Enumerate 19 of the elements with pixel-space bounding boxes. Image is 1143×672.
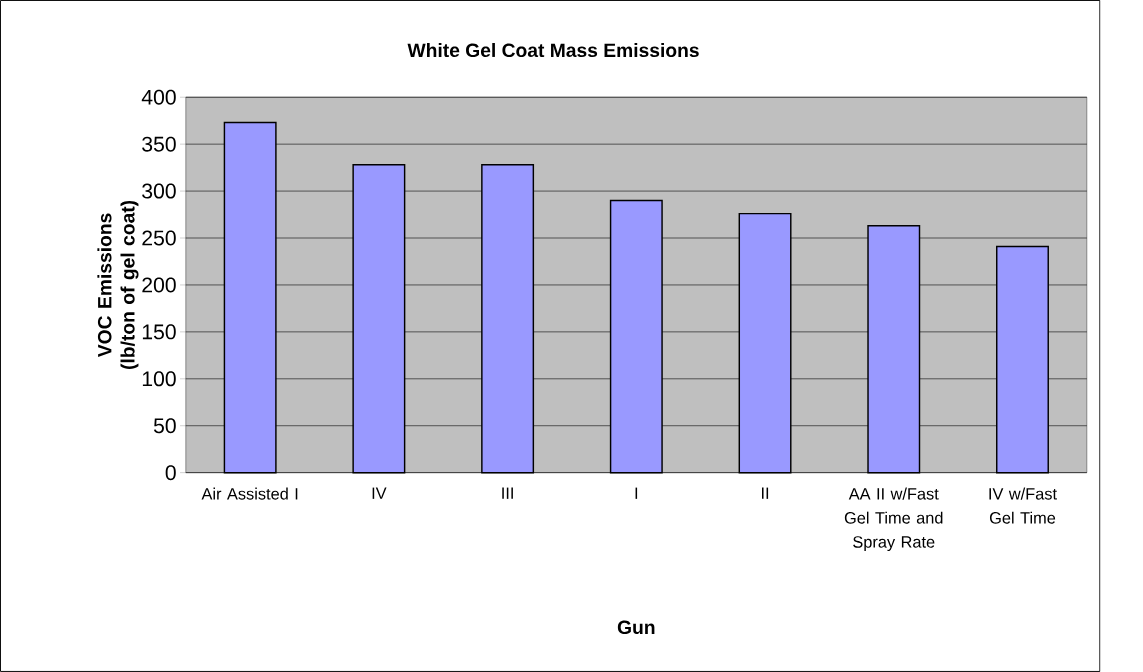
x-tick-label: IV — [372, 487, 387, 499]
y-tick-label: 0 — [165, 465, 176, 481]
y-tick-label: 350 — [142, 136, 176, 152]
x-tick-label: III — [502, 487, 513, 499]
y-tick-label: 250 — [142, 230, 176, 246]
y-tick-label: 200 — [142, 277, 176, 293]
x-tick-label: Air Assisted I — [201, 487, 298, 500]
y-tick-label: 400 — [141, 89, 176, 105]
x-axis-title: Gun — [617, 620, 655, 635]
x-tick-label: IV w/Fast Gel Time — [989, 487, 1057, 524]
y-tick-label: 150 — [142, 324, 176, 340]
y-tick-label: 100 — [142, 371, 176, 387]
x-tick-label: II — [762, 487, 769, 499]
y-tick-label: 300 — [142, 183, 176, 199]
y-axis-title: VOC Emissions (lb/ton of gel coat) — [97, 200, 139, 370]
x-tick-label: AA II w/Fast Gel Time and Spray Rate — [844, 487, 943, 552]
chart-title: White Gel Coat Mass Emissions — [407, 43, 699, 58]
y-tick-label: 50 — [153, 418, 176, 434]
x-tick-label: I — [635, 487, 638, 499]
